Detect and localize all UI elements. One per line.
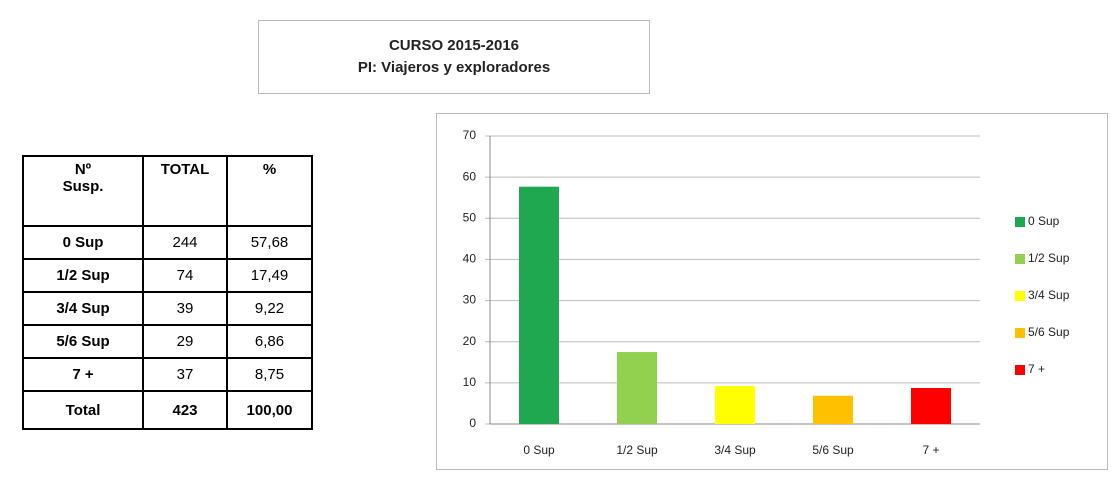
x-tick-label: 5/6 Sup — [812, 443, 854, 457]
table-row: 1/2 Sup 74 17,49 — [22, 258, 313, 293]
chart: 0 10 20 30 40 50 60 70 0 Sup 0 Sup 1/2 Sup 1/2 Sup 3… — [436, 113, 1108, 470]
table-cell: 0 Sup — [22, 225, 144, 260]
table-cell: 37 — [142, 357, 228, 392]
x-tick-label: 3/4 Sup — [714, 443, 756, 457]
table-cell: 100,00 — [226, 390, 313, 430]
table-cell: 5/6 Sup — [22, 324, 144, 359]
table-cell: Total — [22, 390, 144, 430]
data-table: Nº Susp. TOTAL% 0 Sup 244 57,68 1/2 Sup 74 17,4… — [22, 155, 313, 430]
legend-label: 0 Sup — [1028, 214, 1060, 228]
bar — [519, 186, 559, 424]
table-cell: 7 + — [22, 357, 144, 392]
table-cell: 74 — [142, 258, 228, 293]
table-cell: 244 — [142, 225, 228, 260]
table-row: 5/6 Sup 29 6,86 — [22, 324, 313, 359]
legend-label: 5/6 Sup — [1028, 325, 1070, 339]
title: CURSO 2015-2016 — [388, 37, 520, 54]
subtitle: PI: Viajeros y exploradores — [357, 59, 551, 76]
y-tick-label: 30 — [463, 293, 477, 307]
title-box: CURSO 2015-2016 PI: Viajeros y explorado… — [258, 20, 650, 94]
x-tick-label: 1/2 Sup — [616, 443, 658, 457]
column-header-text: % — [262, 161, 277, 178]
y-tick-label: 40 — [463, 252, 477, 266]
y-tick-label: 20 — [463, 334, 477, 348]
table-row: 3/4 Sup 39 9,22 — [22, 291, 313, 326]
legend-swatch — [1015, 254, 1025, 264]
bar — [715, 386, 755, 424]
y-tick-label: 0 — [469, 416, 476, 430]
column-header-text: TOTAL — [160, 161, 210, 178]
bar — [911, 388, 951, 424]
legend-swatch — [1015, 365, 1025, 375]
table-cell: 1/2 Sup — [22, 258, 144, 293]
table-cell: 423 — [142, 390, 228, 430]
bar — [813, 395, 853, 424]
table-row: 7 +37 8,75 — [22, 357, 313, 392]
table-cell: 17,49 — [226, 258, 313, 293]
y-tick-label: 10 — [463, 375, 477, 389]
table-row: Total 423 100,00 — [22, 390, 313, 430]
table-cell: 9,22 — [226, 291, 313, 326]
table-row: 0 Sup 244 57,68 — [22, 225, 313, 260]
legend-label: 1/2 Sup — [1028, 251, 1070, 265]
table-cell: 29 — [142, 324, 228, 359]
table-cell: 57,68 — [226, 225, 313, 260]
table-cell: 39 — [142, 291, 228, 326]
table-cell: 8,75 — [226, 357, 313, 392]
table-cell: 3/4 Sup — [22, 291, 144, 326]
x-tick-label: 0 Sup — [523, 443, 555, 457]
legend-swatch — [1015, 328, 1025, 338]
column-header: TOTAL — [142, 155, 228, 227]
column-header: % — [226, 155, 313, 227]
y-tick-label: 60 — [463, 169, 477, 183]
x-tick-label: 7 + — [922, 443, 939, 457]
y-tick-label: 50 — [463, 210, 477, 224]
legend-swatch — [1015, 217, 1025, 227]
y-tick-label: 70 — [463, 128, 477, 142]
legend-label: 3/4 Sup — [1028, 288, 1070, 302]
legend-swatch — [1015, 291, 1025, 301]
column-header-text: Nº Susp. — [62, 161, 104, 195]
legend-label: 7 + — [1028, 362, 1045, 376]
bar — [617, 352, 657, 424]
column-header: Nº Susp. — [22, 155, 144, 227]
header-row: Nº Susp. TOTAL% — [22, 155, 313, 227]
table-cell: 6,86 — [226, 324, 313, 359]
